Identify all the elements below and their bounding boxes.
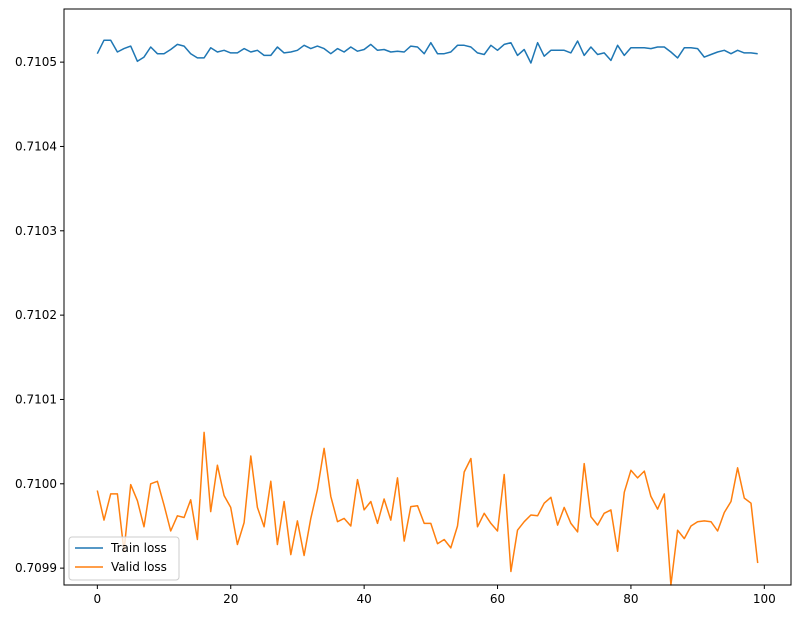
x-tick-label: 40 — [356, 592, 371, 606]
y-tick-label: 0.7104 — [15, 139, 57, 153]
axes-layer: 0 20 40 60 80 100 0.7099 0.7100 0.7101 0.7102 0.71… — [15, 55, 776, 606]
legend-label-valid-loss: Valid loss — [111, 560, 167, 574]
y-tick-label: 0.7100 — [15, 477, 57, 491]
x-tick-label: 0 — [94, 592, 102, 606]
y-tick-label: 0.7099 — [15, 561, 57, 575]
x-tick-label: 20 — [223, 592, 238, 606]
series-layer — [96, 39, 759, 586]
plot-frame — [63, 8, 792, 586]
legend-label-train-loss: Train loss — [110, 541, 167, 555]
y-tick-label: 0.7105 — [15, 55, 57, 69]
x-tick-label: 80 — [623, 592, 638, 606]
series-line-valid-loss — [96, 431, 759, 586]
y-tick-label: 0.7101 — [15, 392, 57, 406]
y-tick-label: 0.7102 — [15, 308, 57, 322]
x-tick-label: 100 — [753, 592, 776, 606]
series-line-train-loss — [96, 39, 758, 64]
x-tick-label: 60 — [490, 592, 505, 606]
y-tick-label: 0.7103 — [15, 224, 57, 238]
legend: Train loss Valid loss — [68, 536, 180, 581]
